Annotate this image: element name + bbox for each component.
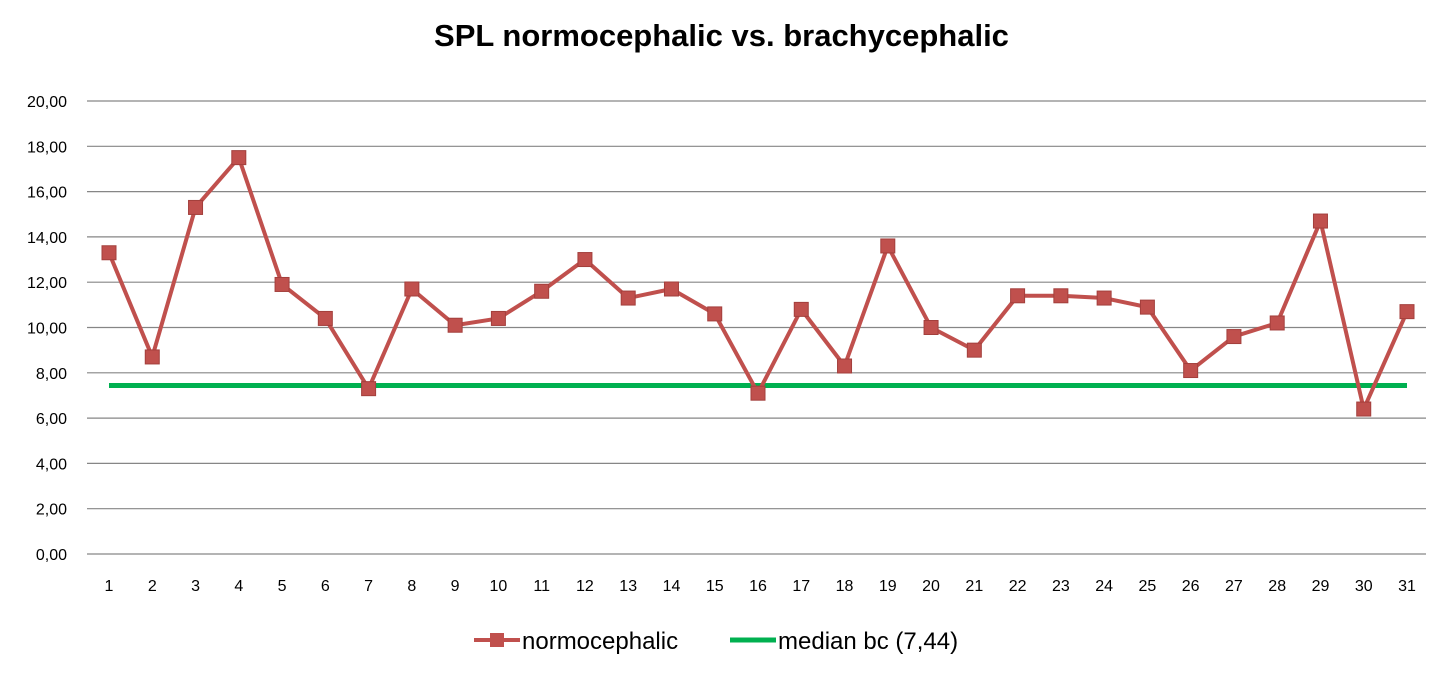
x-tick-label: 21	[965, 578, 983, 595]
x-tick-label: 30	[1355, 578, 1373, 595]
data-point	[837, 358, 853, 374]
x-tick-label: 22	[1009, 578, 1027, 595]
y-tick-label: 12,00	[27, 275, 67, 292]
data-point	[231, 150, 247, 166]
y-tick-label: 14,00	[27, 230, 67, 247]
x-tick-label: 31	[1398, 578, 1416, 595]
data-point	[1356, 401, 1372, 417]
x-tick-label: 7	[364, 578, 373, 595]
data-point	[101, 245, 117, 261]
x-tick-label: 23	[1052, 578, 1070, 595]
data-point	[793, 301, 809, 317]
y-tick-label: 10,00	[27, 321, 67, 338]
series-line-normocephalic	[107, 155, 1409, 412]
x-tick-label: 5	[278, 578, 287, 595]
x-tick-label: 19	[879, 578, 897, 595]
y-tick-label: 20,00	[27, 94, 67, 111]
x-tick-label: 8	[407, 578, 416, 595]
y-tick-label: 8,00	[36, 366, 67, 383]
data-point	[361, 381, 377, 397]
data-point	[1226, 329, 1242, 345]
data-point	[1312, 213, 1328, 229]
data-point	[317, 310, 333, 326]
gridlines	[87, 100, 1426, 555]
data-point	[274, 276, 290, 292]
legend-marker-normocephalic	[490, 633, 504, 647]
data-point	[447, 317, 463, 333]
data-point	[707, 306, 723, 322]
x-tick-label: 6	[321, 578, 330, 595]
data-point	[1269, 315, 1285, 331]
y-tick-label: 0,00	[36, 547, 67, 564]
x-tick-label: 14	[663, 578, 681, 595]
data-point	[188, 199, 204, 215]
legend: normocephalic median bc (7,44)	[474, 628, 958, 655]
data-point	[490, 310, 506, 326]
data-point	[750, 385, 766, 401]
data-point	[1010, 288, 1026, 304]
x-tick-label: 1	[105, 578, 114, 595]
series-layer	[101, 150, 1415, 417]
x-tick-label: 16	[749, 578, 767, 595]
data-point	[966, 342, 982, 358]
data-point	[404, 281, 420, 297]
x-axis-ticks: 1 2 3 4 5 6 7 8 9 10 11 12 13 14 15 16 17 18 19 20 21 22 23 24 2…	[105, 578, 1416, 595]
data-point	[534, 283, 550, 299]
x-tick-label: 25	[1139, 578, 1157, 595]
x-tick-label: 4	[234, 578, 243, 595]
x-tick-label: 24	[1095, 578, 1113, 595]
data-point	[144, 349, 160, 365]
x-tick-label: 10	[490, 578, 508, 595]
y-tick-label: 18,00	[27, 139, 67, 156]
data-point	[577, 252, 593, 268]
x-tick-label: 11	[533, 578, 550, 595]
y-tick-label: 4,00	[36, 456, 67, 473]
x-tick-label: 9	[451, 578, 460, 595]
data-point	[923, 320, 939, 335]
data-point	[1096, 290, 1112, 306]
data-point	[1053, 288, 1069, 304]
data-point	[663, 281, 679, 297]
x-tick-label: 26	[1182, 578, 1200, 595]
x-tick-label: 15	[706, 578, 724, 595]
x-tick-label: 2	[148, 578, 157, 595]
legend-label-median-bc: median bc (7,44)	[778, 628, 958, 655]
data-point	[1399, 304, 1415, 320]
data-point	[1183, 363, 1199, 379]
y-axis-ticks: 0,00 2,00 4,00 6,00 8,00 10,00 12,00 14,00 16,00…	[27, 94, 67, 564]
x-tick-label: 17	[792, 578, 810, 595]
x-tick-label: 27	[1225, 578, 1243, 595]
y-tick-label: 2,00	[36, 502, 67, 519]
data-point	[1139, 299, 1155, 315]
x-tick-label: 3	[191, 578, 200, 595]
x-tick-label: 20	[922, 578, 940, 595]
x-tick-label: 13	[619, 578, 637, 595]
data-point	[880, 238, 896, 254]
legend-label-normocephalic: normocephalic	[522, 628, 678, 655]
x-tick-label: 12	[576, 578, 594, 595]
x-tick-label: 29	[1312, 578, 1330, 595]
x-tick-label: 28	[1268, 578, 1286, 595]
y-tick-label: 16,00	[27, 185, 67, 202]
x-tick-label: 18	[836, 578, 854, 595]
data-point	[620, 290, 636, 306]
chart-title: SPL normocephalic vs. brachycephalic	[434, 18, 1009, 53]
y-tick-label: 6,00	[36, 411, 67, 428]
